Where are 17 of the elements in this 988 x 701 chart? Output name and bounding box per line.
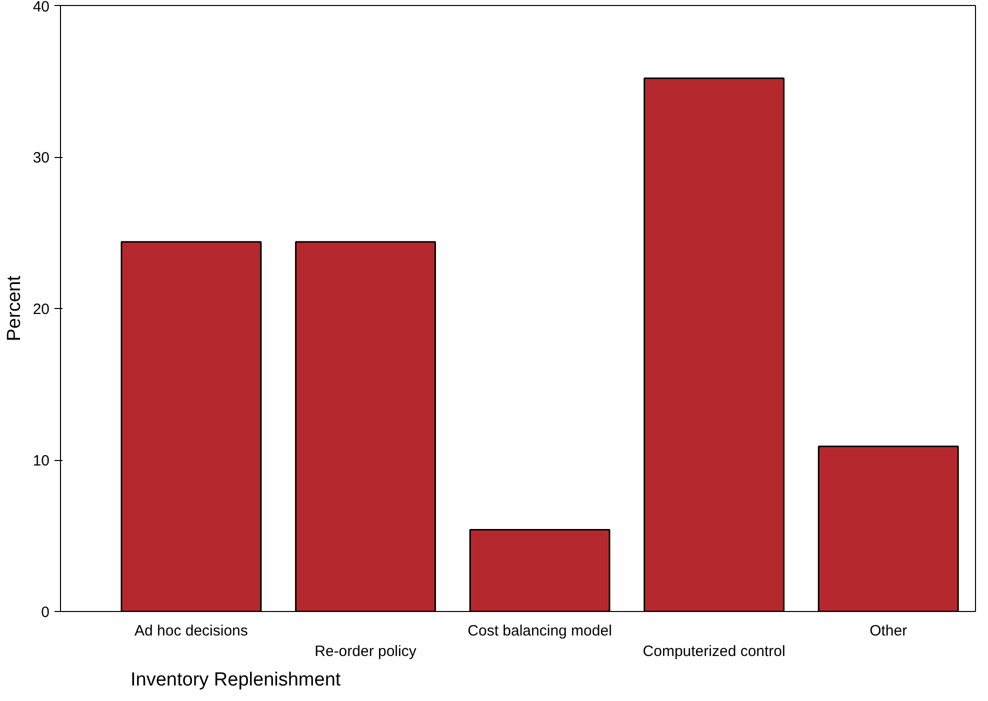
y-tick-label: 20: [32, 301, 50, 318]
bar: [295, 241, 436, 612]
y-axis-title: Percent: [4, 275, 25, 342]
x-axis-title: Inventory Replenishment: [130, 670, 342, 690]
bar: [120, 241, 262, 612]
x-tick-label: Computerized control: [642, 642, 786, 660]
y-tick-label: 40: [32, 0, 50, 16]
y-tick-label: 0: [41, 604, 50, 621]
bar: [644, 77, 785, 612]
x-tick-label: Re-order policy: [314, 642, 417, 660]
bar: [469, 528, 610, 612]
y-tick-label: 10: [32, 452, 50, 470]
y-tick-label: 30: [32, 150, 50, 166]
x-tick-label: Other: [870, 622, 908, 640]
x-tick-label: Ad hoc decisions: [134, 622, 248, 640]
bar: [818, 446, 959, 612]
x-tick-label: Cost balancing model: [468, 622, 612, 640]
